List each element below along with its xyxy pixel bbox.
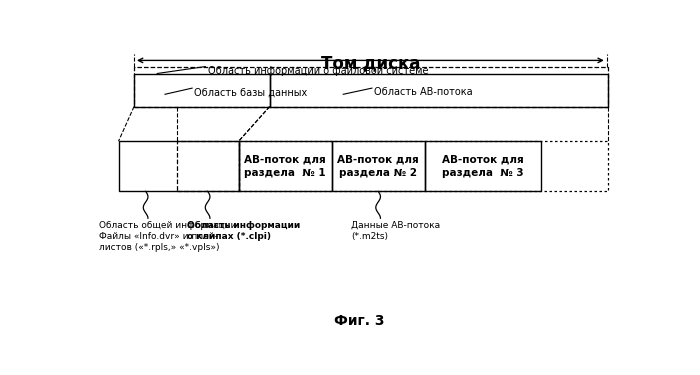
Text: Область АВ-потока: Область АВ-потока xyxy=(374,87,473,98)
Text: Область информации
о клипах (*.clpi): Область информации о клипах (*.clpi) xyxy=(187,220,300,241)
Text: Область информации о файловой системе: Область информации о файловой системе xyxy=(208,66,428,76)
Text: АВ-поток для
раздела  № 3: АВ-поток для раздела № 3 xyxy=(442,154,524,178)
Bar xyxy=(239,141,608,191)
Bar xyxy=(118,141,239,191)
Bar xyxy=(134,74,270,106)
Text: АВ-поток для
раздела  № 1: АВ-поток для раздела № 1 xyxy=(244,154,326,178)
Bar xyxy=(134,66,608,106)
Bar xyxy=(239,141,332,191)
Text: Область общей информации
Файлы «Info.dvr» и плей-
листов («*.rpls,» «*.vpls»): Область общей информации Файлы «Info.dvr… xyxy=(99,220,237,252)
Text: АВ-поток для
раздела № 2: АВ-поток для раздела № 2 xyxy=(337,154,419,178)
Bar xyxy=(332,141,425,191)
Text: Фиг. 3: Фиг. 3 xyxy=(333,314,384,328)
Text: Область базы данных: Область базы данных xyxy=(195,87,308,98)
Text: Данные АВ-потока
(*.m2ts): Данные АВ-потока (*.m2ts) xyxy=(351,220,440,241)
Bar xyxy=(425,141,541,191)
Bar xyxy=(270,74,608,106)
Bar xyxy=(176,141,239,191)
Text: Том диска: Том диска xyxy=(321,54,420,72)
